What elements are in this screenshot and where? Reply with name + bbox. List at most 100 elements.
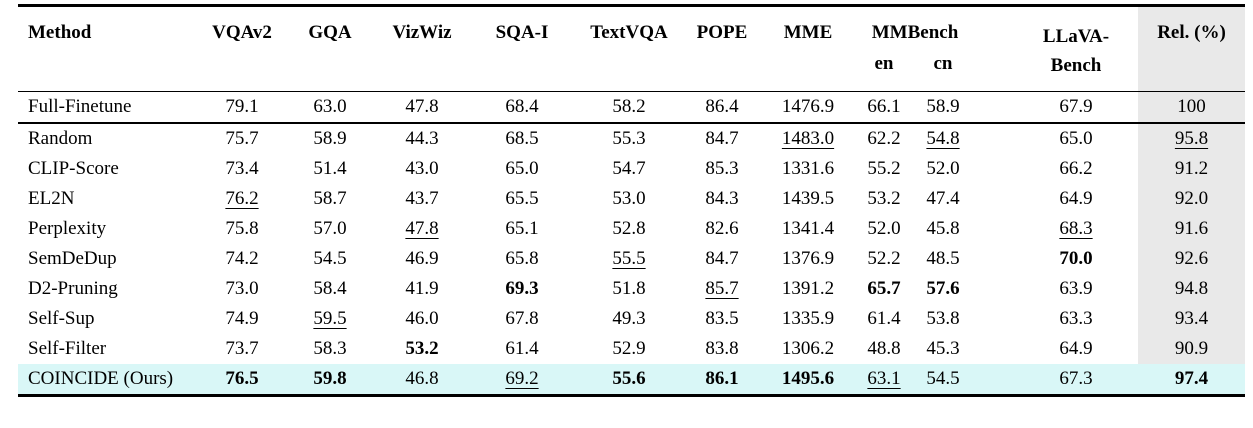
cell-value: 58.2 xyxy=(612,96,646,118)
cell-mmbench-en: 55.2 xyxy=(856,158,912,180)
cell-llava-bench: 67.3 xyxy=(974,368,1138,390)
cell-sqa-i: 65.8 xyxy=(470,248,574,270)
cell-mme: 1439.5 xyxy=(760,188,856,210)
cell-value: 43.0 xyxy=(405,157,439,179)
cell-vqav2: 74.2 xyxy=(198,248,286,270)
cell-value: 53.2 xyxy=(405,337,439,359)
table-header-row: Method VQAv2 GQA VizWiz SQA-I TextVQA PO… xyxy=(18,7,1245,91)
cell-value: 1391.2 xyxy=(781,277,835,299)
cell-value: 85.7 xyxy=(705,277,739,299)
method-name: CLIP-Score xyxy=(28,157,119,179)
cell-value: 46.0 xyxy=(405,307,439,329)
cell-value: 45.3 xyxy=(926,337,960,359)
cell-pope: 84.7 xyxy=(684,128,760,150)
cell-textvqa: 51.8 xyxy=(574,278,684,300)
cell-vizwiz: 47.8 xyxy=(374,96,470,118)
table-rule-below-header xyxy=(18,91,1245,93)
cell-gqa: 54.5 xyxy=(286,248,374,270)
cell-value: 65.0 xyxy=(505,157,539,179)
cell-value: 47.8 xyxy=(405,96,439,118)
column-header-vqav2: VQAv2 xyxy=(212,22,272,43)
cell-rel-percent: 100 xyxy=(1138,92,1245,123)
cell-value: 76.5 xyxy=(225,367,259,389)
column-header-mmbench-cn: cn xyxy=(933,53,953,74)
cell-rel-percent: 94.8 xyxy=(1138,273,1245,304)
cell-mmbench-cn: 54.8 xyxy=(912,128,974,150)
cell-mmbench-en: 52.0 xyxy=(856,218,912,240)
cell-gqa: 57.0 xyxy=(286,218,374,240)
cell-value: 48.5 xyxy=(926,247,960,269)
cell-sqa-i: 65.5 xyxy=(470,188,574,210)
method-name: D2-Pruning xyxy=(28,277,118,299)
cell-value: 54.5 xyxy=(926,367,960,389)
cell-gqa: 51.4 xyxy=(286,158,374,180)
cell-textvqa: 55.3 xyxy=(574,128,684,150)
cell-value: 1306.2 xyxy=(781,337,835,359)
cell-value: 92.6 xyxy=(1174,247,1209,269)
cell-vqav2: 76.2 xyxy=(198,188,286,210)
cell-value: 95.8 xyxy=(1174,127,1209,149)
cell-value: 1376.9 xyxy=(781,247,835,269)
cell-vizwiz: 46.9 xyxy=(374,248,470,270)
table-rule-below-full-finetune xyxy=(18,122,1245,124)
cell-value: 68.4 xyxy=(505,96,539,118)
cell-value: 66.1 xyxy=(867,96,901,118)
cell-vizwiz: 41.9 xyxy=(374,278,470,300)
cell-value: 52.0 xyxy=(867,217,901,239)
table-row: Self-Filter 73.7 58.3 53.2 61.4 52.9 83.… xyxy=(18,333,1245,364)
cell-value: 52.8 xyxy=(612,217,646,239)
cell-value: 46.9 xyxy=(405,247,439,269)
cell-pope: 86.4 xyxy=(684,96,760,118)
cell-value: 74.9 xyxy=(225,307,259,329)
cell-value: 94.8 xyxy=(1174,277,1209,299)
cell-llava-bench: 70.0 xyxy=(974,248,1138,270)
table-row: Self-Sup 74.9 59.5 46.0 67.8 49.3 83.5 1… xyxy=(18,303,1245,334)
table-rule-bottom xyxy=(18,393,1245,397)
cell-vizwiz: 46.0 xyxy=(374,308,470,330)
cell-value: 51.8 xyxy=(612,277,646,299)
cell-mme: 1483.0 xyxy=(760,128,856,150)
table-row: CLIP-Score 73.4 51.4 43.0 65.0 54.7 85.3… xyxy=(18,153,1245,184)
cell-value: 93.4 xyxy=(1174,307,1209,329)
cell-gqa: 59.5 xyxy=(286,308,374,330)
cell-llava-bench: 66.2 xyxy=(974,158,1138,180)
cell-value: 54.7 xyxy=(612,157,646,179)
column-header-llava-bench: LLaVA- Bench xyxy=(974,7,1138,91)
benchmark-table: Method VQAv2 GQA VizWiz SQA-I TextVQA PO… xyxy=(18,4,1245,397)
cell-llava-bench: 64.9 xyxy=(974,188,1138,210)
cell-value: 69.3 xyxy=(505,277,539,299)
cell-rel-percent: 92.6 xyxy=(1138,243,1245,274)
cell-value: 1476.9 xyxy=(781,96,835,118)
cell-value: 65.7 xyxy=(867,277,901,299)
cell-value: 64.9 xyxy=(1059,187,1093,209)
cell-sqa-i: 68.4 xyxy=(470,96,574,118)
cell-textvqa: 55.5 xyxy=(574,248,684,270)
cell-value: 68.5 xyxy=(505,127,539,149)
cell-sqa-i: 69.2 xyxy=(470,368,574,390)
cell-mmbench-en: 63.1 xyxy=(856,368,912,390)
cell-pope: 83.5 xyxy=(684,308,760,330)
cell-mme: 1391.2 xyxy=(760,278,856,300)
methods-section: Random 75.7 58.9 44.3 68.5 55.3 84.7 148… xyxy=(18,123,1245,394)
cell-textvqa: 53.0 xyxy=(574,188,684,210)
cell-mme: 1341.4 xyxy=(760,218,856,240)
cell-value: 54.5 xyxy=(313,247,347,269)
cell-mmbench-cn: 45.8 xyxy=(912,218,974,240)
cell-value: 55.5 xyxy=(612,247,646,269)
cell-value: 63.0 xyxy=(313,96,347,118)
cell-value: 74.2 xyxy=(225,247,259,269)
cell-value: 52.9 xyxy=(612,337,646,359)
cell-mmbench-cn: 52.0 xyxy=(912,158,974,180)
cell-value: 86.4 xyxy=(705,96,739,118)
cell-rel-percent: 91.6 xyxy=(1138,213,1245,244)
cell-value: 65.8 xyxy=(505,247,539,269)
cell-value: 61.4 xyxy=(505,337,539,359)
cell-mmbench-cn: 54.5 xyxy=(912,368,974,390)
cell-value: 1331.6 xyxy=(781,157,835,179)
cell-rel-percent: 91.2 xyxy=(1138,153,1245,184)
cell-gqa: 58.9 xyxy=(286,128,374,150)
cell-value: 63.3 xyxy=(1059,307,1093,329)
full-finetune-section: Full-Finetune 79.1 63.0 47.8 68.4 58.2 8… xyxy=(18,92,1245,123)
column-header-pope: POPE xyxy=(696,22,748,43)
